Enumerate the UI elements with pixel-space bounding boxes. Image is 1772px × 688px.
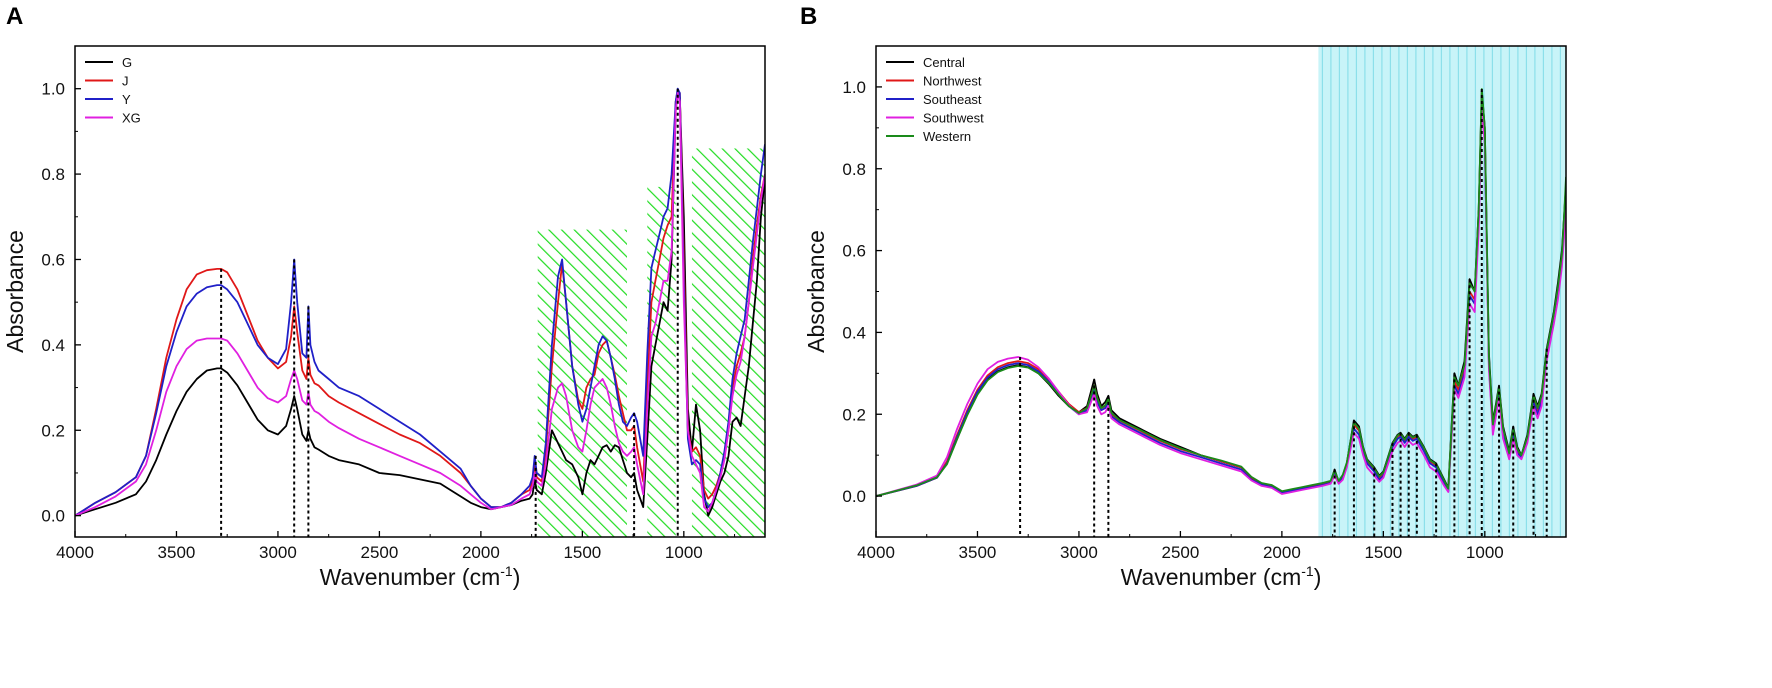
legend-label-j: J — [122, 74, 129, 89]
x-tick-label: 4000 — [56, 543, 94, 562]
series-line-g — [75, 92, 765, 517]
panel-label-a: A — [6, 3, 23, 30]
y-tick-label: 1.0 — [41, 80, 65, 99]
y-tick-label: 0.6 — [842, 242, 866, 261]
y-tick-label: 0.0 — [842, 487, 866, 506]
y-tick-label: 0.8 — [842, 160, 866, 179]
x-tick-label: 1500 — [563, 543, 601, 562]
x-tick-label: 2500 — [360, 543, 398, 562]
series-line-xg — [75, 92, 765, 517]
panel-label-b: B — [800, 3, 817, 30]
x-tick-label: 3500 — [959, 543, 997, 562]
x-tick-label: 1000 — [665, 543, 703, 562]
y-tick-label: 0.4 — [842, 323, 866, 342]
legend-label-southeast: Southeast — [923, 92, 982, 107]
y-tick-label: 0.2 — [842, 405, 866, 424]
y-tick-label: 0.4 — [41, 336, 65, 355]
legend-label-g: G — [122, 55, 132, 70]
y-tick-label: 1.0 — [842, 78, 866, 97]
legend-label-northwest: Northwest — [923, 74, 982, 89]
series-line-western — [876, 88, 1566, 497]
shaded-region — [1318, 46, 1566, 537]
y-tick-label: 0.2 — [41, 421, 65, 440]
x-tick-label: 1000 — [1466, 543, 1504, 562]
legend-label-y: Y — [122, 92, 131, 107]
legend-label-central: Central — [923, 55, 965, 70]
x-tick-label: 2000 — [1263, 543, 1301, 562]
legend: GJY XG — [85, 55, 141, 126]
y-tick-label: 0.0 — [41, 507, 65, 526]
legend-label-western: Western — [923, 129, 971, 144]
x-tick-label: 3000 — [1060, 543, 1098, 562]
chart-panel-a: 4000 3500 3000 2500 2000 1500 1000 0.0 0.2 0.4 0.6… — [2, 45, 766, 590]
x-tick-label: 4000 — [857, 543, 895, 562]
legend-label-xg: XG — [122, 111, 141, 126]
hatched-region-3 — [691, 148, 765, 538]
legend: Central Northwest Southeast Southwest Wester… — [886, 55, 984, 144]
y-tick-label: 0.6 — [41, 250, 65, 269]
x-tick-label: 2000 — [462, 543, 500, 562]
hatched-region-1 — [537, 229, 627, 537]
x-tick-label: 1500 — [1364, 543, 1402, 562]
legend-label-southwest: Southwest — [923, 111, 984, 126]
x-tick-label: 2500 — [1161, 543, 1199, 562]
x-axis-label: Wavenumber (cm-1) — [1121, 563, 1322, 590]
series-line-y — [75, 87, 765, 517]
y-axis-label: Absorbance — [803, 230, 829, 353]
y-axis-label: Absorbance — [2, 230, 28, 353]
plot-frame — [74, 45, 766, 538]
chart-panel-b: 4000 3500 3000 2500 2000 1500 1000 0.0 0.2 0.4 0.6… — [803, 45, 1567, 590]
y-tick-label: 0.8 — [41, 165, 65, 184]
x-tick-label: 3500 — [158, 543, 196, 562]
x-axis-label: Wavenumber (cm-1) — [320, 563, 521, 590]
x-tick-label: 3000 — [259, 543, 297, 562]
